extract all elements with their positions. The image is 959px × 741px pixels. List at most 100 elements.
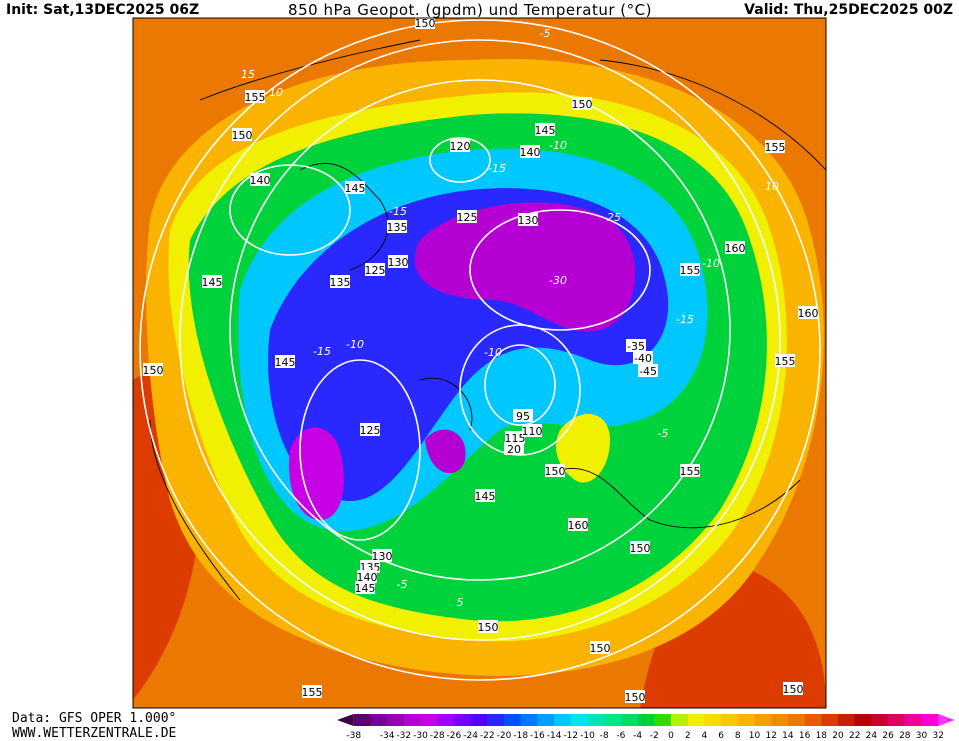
contour-line <box>229 164 351 256</box>
geopotential-label: 140 <box>520 146 541 159</box>
geopotential-label: 150 <box>783 683 804 696</box>
temperature-label: -15 <box>488 162 506 175</box>
colorbar-label: -38 <box>346 731 361 741</box>
colorbar-label: -8 <box>600 731 609 741</box>
colorbar-label: 10 <box>749 731 761 741</box>
geopotential-label: 150 <box>590 642 611 655</box>
temperature-label: -25 <box>603 211 621 224</box>
label-box <box>250 173 270 186</box>
colorbar-swatch <box>754 714 772 726</box>
geopotential-label: 155 <box>775 355 796 368</box>
label-box <box>387 220 407 233</box>
geopotential-label: 150 <box>545 465 566 478</box>
colorbar-label: -32 <box>396 731 411 741</box>
colorbar-swatch <box>838 714 855 726</box>
colorbar-label: -22 <box>480 731 495 741</box>
colorbar-swatch <box>804 714 822 726</box>
label-box <box>775 354 795 367</box>
geopotential-label: 125 <box>365 264 386 277</box>
colorbar-swatch <box>821 714 839 726</box>
colorbar-label: 4 <box>702 731 708 741</box>
label-box <box>520 145 540 158</box>
geopotential-label: 110 <box>522 425 543 438</box>
colorbar-swatch <box>737 714 755 726</box>
geopotential-label: 150 <box>630 542 651 555</box>
temperature-label: 10 <box>269 86 283 99</box>
label-box <box>330 275 350 288</box>
label-box <box>245 90 265 103</box>
temperature-label: -30 <box>549 274 567 287</box>
label-box <box>725 241 745 254</box>
colorbar-label: 0 <box>668 731 674 741</box>
geopotential-label: 145 <box>275 356 296 369</box>
colorbar-swatch <box>470 714 488 726</box>
label-box <box>345 181 365 194</box>
colorbar-swatch <box>787 714 805 726</box>
geopotential-label: 150 <box>143 364 164 377</box>
geopotential-label: 135 <box>330 276 351 289</box>
label-box <box>630 541 650 554</box>
label-box <box>302 685 322 698</box>
colorbar-swatch <box>854 714 872 726</box>
colorbar-swatch <box>353 714 371 726</box>
geopotential-label: 150 <box>415 17 436 30</box>
contour-line <box>229 79 731 581</box>
label-box <box>372 549 392 562</box>
extreme-cold-region <box>289 427 344 520</box>
colorbar-label: 24 <box>866 731 878 741</box>
label-box <box>360 560 380 573</box>
colorbar-label: 30 <box>916 731 928 741</box>
colorbar-swatch <box>504 714 521 726</box>
label-box <box>475 489 495 502</box>
label-box <box>680 464 700 477</box>
geopotential-label: 155 <box>680 264 701 277</box>
colorbar-swatch <box>620 714 638 726</box>
label-box <box>633 351 653 364</box>
colorbar-arrow <box>938 714 955 726</box>
label-box <box>765 140 785 153</box>
label-box <box>505 431 525 444</box>
colorbar-swatch <box>771 714 789 726</box>
temperature-label: -5 <box>397 578 408 591</box>
geopotential-label: 145 <box>345 182 366 195</box>
label-box <box>365 263 385 276</box>
label-box <box>626 339 646 352</box>
geopotential-label: 130 <box>518 214 539 227</box>
geopotential-label: 155 <box>765 141 786 154</box>
geopotential-label: 160 <box>568 519 589 532</box>
colorbar-label: -2 <box>650 731 659 741</box>
label-box <box>522 424 542 437</box>
colorbar-swatch <box>871 714 889 726</box>
colorbar-arrow <box>337 714 354 726</box>
geopotential-label: -45 <box>639 365 657 378</box>
colorbar-swatch <box>921 714 939 726</box>
geopotential-label: 140 <box>250 174 271 187</box>
label-box <box>357 570 377 583</box>
colorbar: -38 -34 -32 -30 -28 -26 -24 -22 -20 -18 -16 -14 -12-… <box>337 714 955 741</box>
colorbar-label: 20 <box>832 731 844 741</box>
init-time: Init: Sat,13DEC2025 06Z <box>6 2 199 18</box>
geopotential-label: -35 <box>627 340 645 353</box>
geopotential-label: -40 <box>634 352 652 365</box>
colorbar-label: -18 <box>513 731 528 741</box>
label-box <box>504 442 524 455</box>
coastline <box>149 39 826 601</box>
colorbar-swatch <box>537 714 555 726</box>
colorbar-swatch <box>570 714 588 726</box>
geopotential-label: 160 <box>798 307 819 320</box>
label-box <box>478 620 498 633</box>
colorbar-label: -4 <box>633 731 642 741</box>
map-title: 850 hPa Geopot. (gpdm) und Temperatur (°… <box>288 1 652 19</box>
extreme-cold-region <box>414 202 636 332</box>
temperature-label: -10 <box>346 338 364 351</box>
temperature-label: 5 <box>457 596 464 609</box>
label-box <box>143 363 163 376</box>
label-box <box>638 364 658 377</box>
label-box <box>783 682 803 695</box>
label-box <box>360 423 380 436</box>
label-box <box>415 18 435 29</box>
label-box <box>545 464 565 477</box>
colorbar-label: 28 <box>899 731 911 741</box>
temperature-label: -5 <box>658 427 669 440</box>
colorbar-label: 32 <box>932 731 943 741</box>
